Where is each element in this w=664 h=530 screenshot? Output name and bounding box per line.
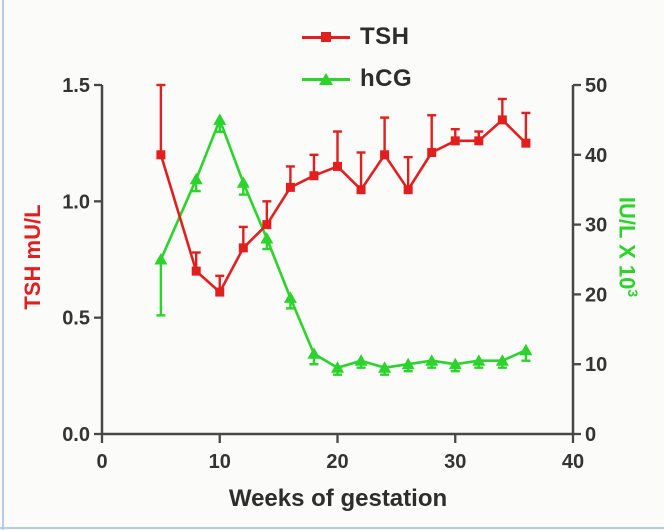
hcg-data-point — [425, 354, 439, 366]
hcg-data-point — [448, 357, 462, 370]
axes: 0.0 0.5 1.0 1.5 0 10 20 30 40 50 0 10 20 30 40 — [62, 75, 607, 473]
hcg-data-point — [307, 347, 321, 359]
y-axis-label-right-text: IU/L X 10 — [614, 196, 640, 290]
x-tick-label: 20 — [326, 451, 348, 473]
hcg-data-point — [189, 172, 203, 185]
hcg-data-point — [354, 354, 368, 366]
tsh-data-point — [191, 266, 201, 276]
hcg-data-point — [472, 354, 486, 366]
y-right-tick-label: 50 — [585, 75, 607, 97]
tsh-data-point — [497, 115, 507, 125]
tsh-data-point — [215, 287, 225, 297]
x-tick-label: 10 — [209, 451, 231, 473]
hcg-data-point — [260, 232, 274, 244]
window-border-left — [2, 0, 4, 530]
hcg-series — [154, 113, 533, 376]
hcg-legend-swatch — [302, 71, 350, 87]
hcg-data-point — [331, 361, 344, 373]
hcg-data-point — [154, 253, 168, 265]
legend-label-tsh: TSH — [360, 23, 410, 50]
y-right-tick-label: 30 — [585, 215, 607, 237]
x-tick-label: 30 — [444, 451, 466, 473]
y-left-tick-label: 1.0 — [62, 191, 90, 213]
hcg-data-point — [378, 361, 392, 373]
hcg-data-point — [495, 354, 509, 366]
tsh-data-point — [474, 136, 484, 146]
y-axis-label-left: TSH mU/L — [20, 204, 45, 310]
x-tick-label: 40 — [562, 451, 584, 473]
hcg-series-line — [159, 118, 527, 370]
legend-item-tsh: TSH — [302, 23, 412, 50]
tsh-data-point — [333, 161, 342, 171]
y-left-tick-label: 0.0 — [62, 424, 90, 446]
tsh-data-point — [285, 182, 295, 192]
x-tick-label: 0 — [96, 451, 107, 473]
tsh-data-point — [309, 171, 319, 181]
y-axis-label-right-superscript: 3 — [625, 289, 641, 298]
tsh-series-line — [159, 118, 527, 294]
tsh-data-point — [238, 243, 248, 253]
y-axis-label-right: IU/L X 103 — [613, 157, 641, 337]
tsh-data-point — [356, 185, 366, 195]
hcg-data-point — [236, 176, 250, 188]
y-right-tick-label: 10 — [585, 354, 607, 376]
tsh-series — [156, 83, 531, 297]
square-marker-icon — [321, 32, 331, 42]
legend-label-hcg: hCG — [360, 65, 413, 92]
hcg-data-point — [519, 343, 533, 356]
triangle-marker-icon — [319, 73, 333, 85]
hcg-data-point — [401, 357, 415, 370]
tsh-data-point — [262, 220, 272, 230]
y-left-tick-label: 0.5 — [62, 308, 90, 330]
legend-item-hcg: hCG — [302, 65, 413, 92]
y-right-tick-label: 40 — [585, 145, 607, 167]
tsh-data-point — [380, 150, 390, 160]
y-left-tick-label: 1.5 — [62, 75, 90, 97]
tsh-data-point — [156, 150, 166, 160]
hcg-data-point — [283, 291, 297, 303]
tsh-data-point — [521, 138, 531, 148]
y-right-tick-label: 20 — [585, 284, 607, 306]
y-right-tick-label: 0 — [585, 424, 596, 446]
window-border-bottom — [0, 527, 664, 529]
x-axis-label: Weeks of gestation — [228, 485, 448, 512]
tsh-data-point — [403, 185, 413, 195]
chart-legend: TSH hCG — [302, 23, 413, 92]
tsh-data-point — [427, 147, 437, 157]
tsh-legend-swatch — [302, 29, 350, 45]
hcg-data-point — [213, 113, 227, 125]
tsh-data-point — [450, 136, 460, 146]
